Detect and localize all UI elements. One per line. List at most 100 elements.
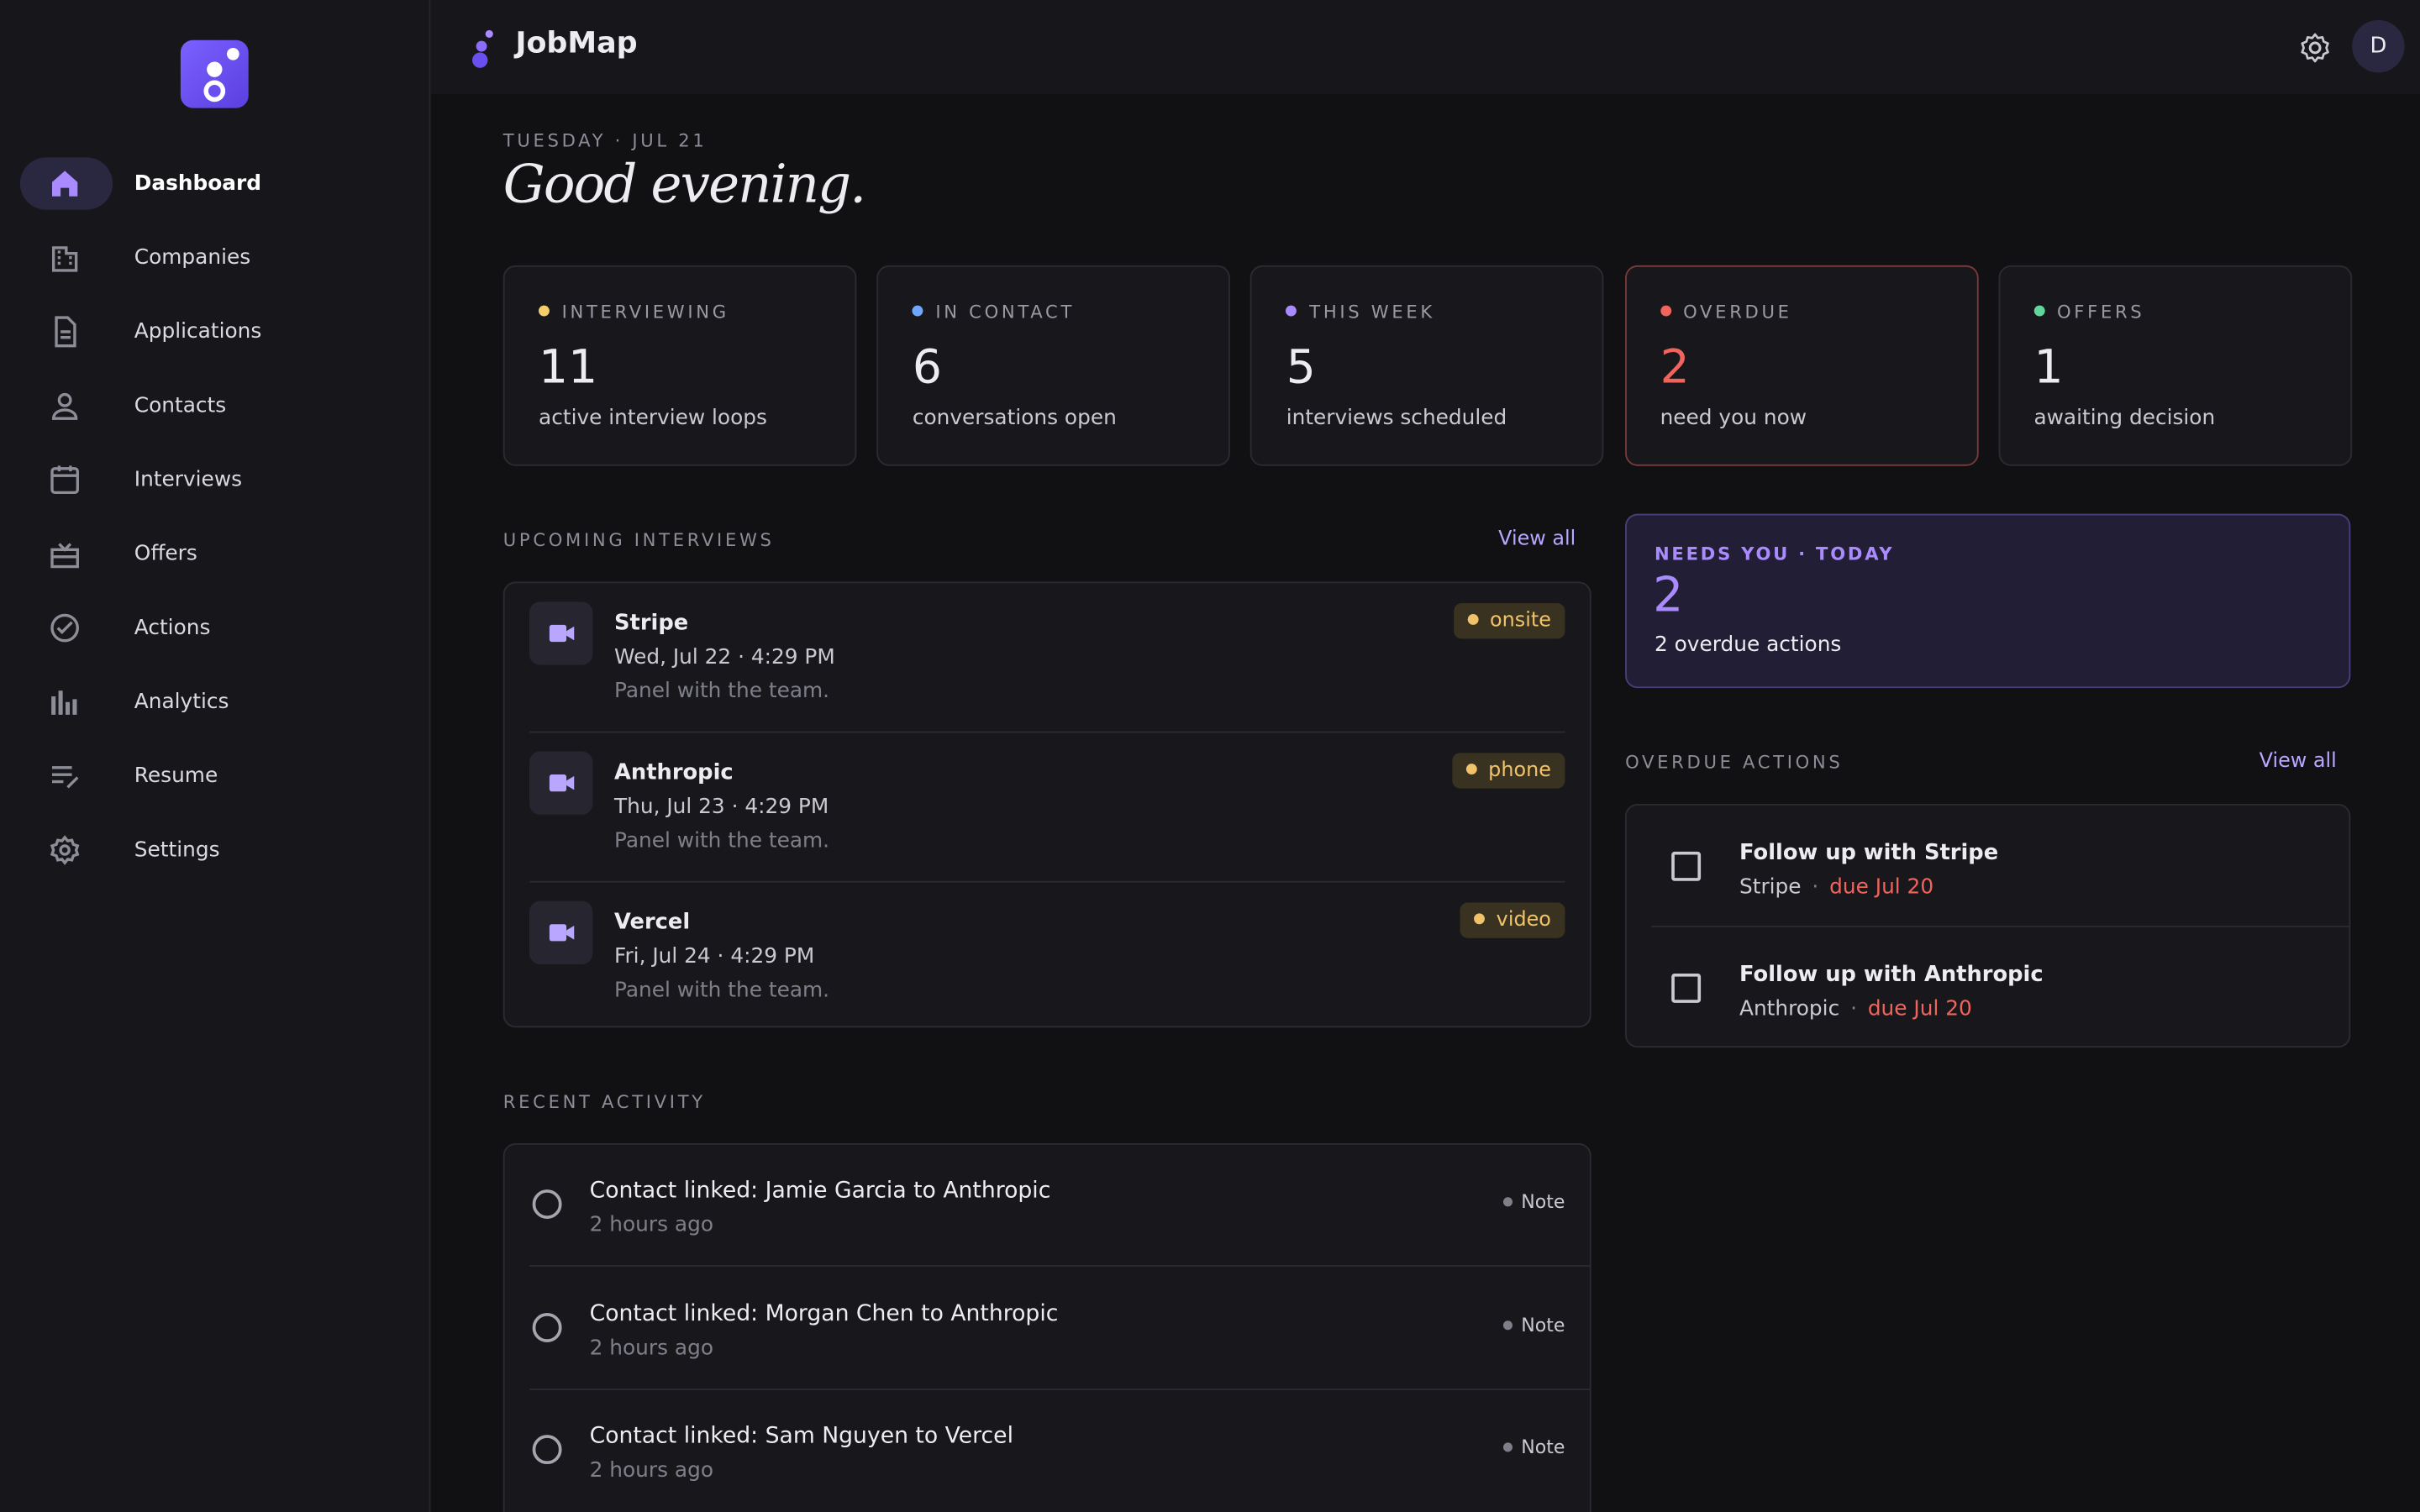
sidebar: Dashboard Companies Applications Contacts In… — [0, 0, 431, 1512]
stat-label: OFFERS — [2033, 301, 2144, 323]
needs-you-label: NEEDS YOU · TODAY — [1654, 543, 1895, 565]
stat-label: OVERDUE — [1660, 301, 1792, 323]
activity-status — [532, 1435, 562, 1465]
action-meta: Anthropic · due Jul 20 — [1739, 997, 1972, 1021]
action-checkbox[interactable] — [1671, 973, 1702, 1003]
topbar: JobMap D — [430, 0, 2420, 95]
action-company: Stripe — [1739, 874, 1802, 900]
nav-label: Companies — [134, 245, 251, 270]
action-due: due Jul 20 — [1829, 874, 1934, 900]
nav-icon — [50, 465, 79, 495]
interviews-panel: Stripe Wed, Jul 22 · 4:29 PM Panel with th… — [502, 581, 1591, 1028]
needs-you-text: 2 overdue actions — [1654, 633, 1842, 658]
logo[interactable] — [180, 39, 249, 108]
nav-icon — [51, 392, 78, 420]
stat-caption: conversations open — [912, 406, 1117, 431]
interview-note: Panel with the team. — [614, 978, 830, 1003]
nav-item[interactable]: Settings — [20, 824, 406, 876]
brand-mark — [472, 29, 493, 68]
view-all-link[interactable]: View all — [2259, 749, 2337, 774]
stat-card: THIS WEEK 5 interviews scheduled — [1250, 265, 1605, 466]
stat-dot — [912, 305, 923, 317]
camera — [549, 924, 575, 942]
stat-card: OVERDUE 2 need you now — [1624, 265, 1978, 466]
stat-caption: awaiting decision — [2033, 406, 2216, 431]
stat-label: INTERVIEWING — [539, 301, 729, 323]
stat-label-text: IN CONTACT — [935, 301, 1076, 323]
nav-label: Interviews — [134, 467, 243, 492]
activity-time: 2 hours ago — [589, 1457, 714, 1483]
stat-caption: interviews scheduled — [1286, 406, 1507, 431]
activity-row[interactable]: Contact linked: Sam Nguyen to Vercel 2 ho… — [529, 1390, 1590, 1510]
view-all-link[interactable]: View all — [1498, 528, 1576, 551]
interview-type-badge: phone — [1452, 753, 1565, 789]
logo-mark — [203, 47, 239, 102]
action-checkbox[interactable] — [1671, 851, 1702, 881]
nav-label: Applications — [134, 319, 262, 344]
tag-text: Note — [1521, 1190, 1565, 1213]
action-meta: Stripe · due Jul 20 — [1739, 874, 1933, 899]
video-icon — [529, 751, 593, 815]
nav-icon — [50, 543, 79, 569]
interview-type-badge: onsite — [1454, 603, 1565, 639]
activity-row[interactable]: Contact linked: Morgan Chen to Anthropic… — [529, 1268, 1590, 1389]
activity-text: Contact linked: Morgan Chen to Anthropic — [589, 1301, 1059, 1326]
interview-time: Wed, Jul 22 · 4:29 PM — [614, 644, 835, 670]
interview-time: Thu, Jul 23 · 4:29 PM — [614, 794, 829, 820]
dot — [1502, 1320, 1512, 1330]
stat-dot — [1660, 305, 1671, 317]
stat-caption: active interview loops — [539, 406, 767, 431]
date: TUESDAY · JUL 21 — [502, 129, 708, 152]
nav-item[interactable]: Applications — [20, 306, 406, 358]
activity-panel: Contact linked: Jamie Garcia to Anthropi… — [502, 1143, 1591, 1512]
activity-text: Contact linked: Sam Nguyen to Vercel — [589, 1424, 1013, 1449]
stat-card: INTERVIEWING 11 active interview loops — [502, 265, 857, 466]
interview-row[interactable]: Stripe Wed, Jul 22 · 4:29 PM Panel with th… — [529, 583, 1565, 733]
nav-label: Settings — [134, 837, 220, 863]
badge-text: phone — [1488, 759, 1551, 783]
dot — [1502, 1442, 1512, 1452]
action-due: due Jul 20 — [1867, 996, 1972, 1021]
needs-you-count: 2 — [1653, 567, 1684, 624]
nav-item[interactable]: Offers — [20, 528, 406, 580]
nav-item[interactable]: Analytics — [20, 675, 406, 727]
section-heading: UPCOMING INTERVIEWS — [502, 529, 775, 551]
nav-icon — [51, 766, 79, 789]
stat-dot — [2033, 305, 2045, 317]
avatar[interactable]: D — [2352, 19, 2405, 73]
badge-text: onsite — [1490, 609, 1551, 633]
tag-text: Note — [1521, 1436, 1565, 1458]
stat-value: 1 — [2033, 340, 2064, 396]
activity-status — [532, 1189, 562, 1220]
stat-dot — [1286, 305, 1297, 317]
stat-value: 11 — [539, 340, 598, 396]
nav-label: Resume — [134, 764, 218, 789]
nav-item[interactable]: Resume — [20, 750, 406, 802]
action-row: Follow up with Stripe Stripe · due Jul 20 — [1651, 806, 2349, 927]
interview-note: Panel with the team. — [614, 679, 830, 704]
section-heading: RECENT ACTIVITY — [502, 1090, 706, 1113]
nav-item[interactable]: Actions — [20, 601, 406, 654]
nav-item[interactable]: Interviews — [20, 454, 406, 506]
settings-button[interactable] — [2298, 31, 2332, 65]
brand-name: JobMap — [515, 26, 638, 60]
dot — [1468, 614, 1480, 625]
tag-text: Note — [1521, 1313, 1565, 1336]
separator: · — [1850, 996, 1857, 1021]
nav-item[interactable]: Contacts — [20, 380, 406, 432]
video-icon — [529, 601, 593, 665]
interview-row[interactable]: Vercel Fri, Jul 24 · 4:29 PM Panel with th… — [529, 883, 1565, 1031]
greeting: Good evening. — [502, 154, 866, 217]
nav-item[interactable]: Companies — [20, 232, 406, 284]
interview-row[interactable]: Anthropic Thu, Jul 23 · 4:29 PM Panel with… — [529, 732, 1565, 883]
nav-label: Contacts — [134, 393, 227, 418]
stat-label-text: OFFERS — [2056, 301, 2145, 323]
nav-icon — [51, 171, 78, 197]
action-title: Follow up with Stripe — [1739, 841, 1999, 866]
activity-row[interactable]: Contact linked: Jamie Garcia to Anthropi… — [529, 1145, 1590, 1267]
interview-company: Vercel — [614, 910, 691, 936]
stat-dot — [539, 305, 550, 317]
action-title: Follow up with Anthropic — [1739, 963, 2044, 988]
interview-time: Fri, Jul 24 · 4:29 PM — [614, 944, 815, 969]
nav-item[interactable]: Dashboard — [19, 157, 406, 210]
